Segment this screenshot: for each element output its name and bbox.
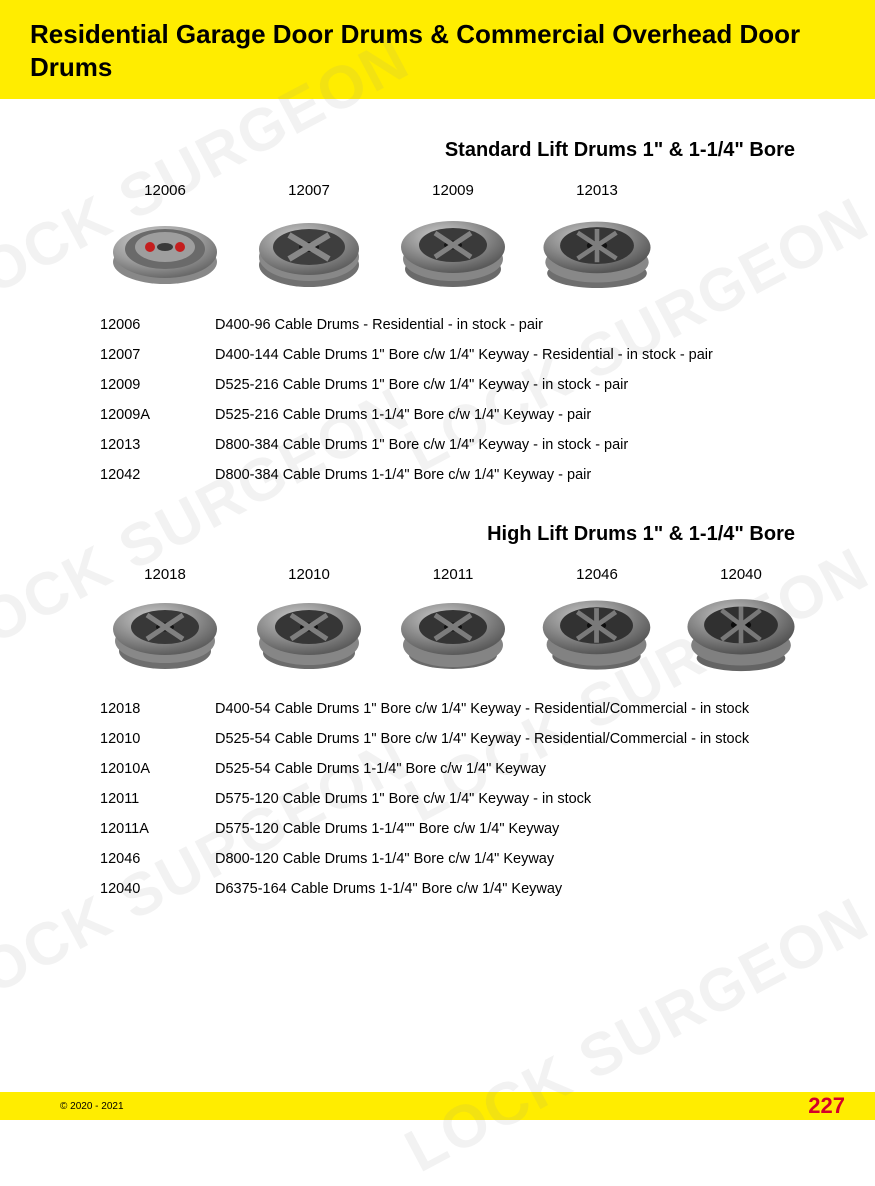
drum-image bbox=[249, 591, 369, 681]
spec-desc: D525-54 Cable Drums 1" Bore c/w 1/4" Key… bbox=[215, 731, 815, 747]
drum-image bbox=[249, 207, 369, 297]
spec-row: 12042D800-384 Cable Drums 1-1/4" Bore c/… bbox=[100, 467, 815, 483]
drum-code-label: 12040 bbox=[720, 566, 762, 583]
drum-code-label: 12011 bbox=[433, 566, 474, 583]
drum-item: 12010 bbox=[244, 566, 374, 681]
drum-code-label: 12009 bbox=[432, 182, 474, 199]
spec-row: 12011D575-120 Cable Drums 1" Bore c/w 1/… bbox=[100, 791, 815, 807]
drum-image-row-highlift: 12018 12010 bbox=[80, 566, 815, 681]
drum-code-label: 12010 bbox=[288, 566, 330, 583]
drum-item: 12011 bbox=[388, 566, 518, 681]
spec-desc: D400-54 Cable Drums 1" Bore c/w 1/4" Key… bbox=[215, 701, 815, 717]
spec-row: 12013D800-384 Cable Drums 1" Bore c/w 1/… bbox=[100, 437, 815, 453]
content-area: Standard Lift Drums 1" & 1-1/4" Bore 120… bbox=[0, 99, 875, 897]
drum-item: 12040 bbox=[676, 566, 806, 681]
spec-code: 12011A bbox=[100, 821, 215, 837]
spec-row: 12006D400-96 Cable Drums - Residential -… bbox=[100, 317, 815, 333]
watermark: LOCK SURGEON bbox=[394, 883, 875, 1185]
spec-code: 12006 bbox=[100, 317, 215, 333]
spec-row: 12011AD575-120 Cable Drums 1-1/4"" Bore … bbox=[100, 821, 815, 837]
drum-code-label: 12007 bbox=[288, 182, 330, 199]
drum-code-label: 12046 bbox=[576, 566, 618, 583]
section-title-standard: Standard Lift Drums 1" & 1-1/4" Bore bbox=[80, 139, 815, 162]
drum-image-row-standard: 12006 12007 bbox=[80, 182, 815, 297]
spec-code: 12010A bbox=[100, 761, 215, 777]
spec-desc: D800-384 Cable Drums 1-1/4" Bore c/w 1/4… bbox=[215, 467, 815, 483]
drum-item: 12018 bbox=[100, 566, 230, 681]
drum-image bbox=[681, 591, 801, 681]
spec-table-standard: 12006D400-96 Cable Drums - Residential -… bbox=[100, 317, 815, 483]
section-title-highlift: High Lift Drums 1" & 1-1/4" Bore bbox=[80, 523, 815, 546]
spec-desc: D800-120 Cable Drums 1-1/4" Bore c/w 1/4… bbox=[215, 851, 815, 867]
spec-desc: D6375-164 Cable Drums 1-1/4" Bore c/w 1/… bbox=[215, 881, 815, 897]
spec-table-highlift: 12018D400-54 Cable Drums 1" Bore c/w 1/4… bbox=[100, 701, 815, 897]
spec-code: 12007 bbox=[100, 347, 215, 363]
spec-code: 12046 bbox=[100, 851, 215, 867]
spec-code: 12010 bbox=[100, 731, 215, 747]
spec-desc: D525-216 Cable Drums 1-1/4" Bore c/w 1/4… bbox=[215, 407, 815, 423]
drum-image bbox=[105, 591, 225, 681]
spec-row: 12010AD525-54 Cable Drums 1-1/4" Bore c/… bbox=[100, 761, 815, 777]
drum-code-label: 12013 bbox=[576, 182, 618, 199]
spec-code: 12040 bbox=[100, 881, 215, 897]
drum-item: 12009 bbox=[388, 182, 518, 297]
spec-desc: D575-120 Cable Drums 1" Bore c/w 1/4" Ke… bbox=[215, 791, 815, 807]
spec-row: 12046D800-120 Cable Drums 1-1/4" Bore c/… bbox=[100, 851, 815, 867]
spec-row: 12007D400-144 Cable Drums 1" Bore c/w 1/… bbox=[100, 347, 815, 363]
spec-code: 12011 bbox=[100, 791, 215, 807]
spec-desc: D575-120 Cable Drums 1-1/4"" Bore c/w 1/… bbox=[215, 821, 815, 837]
spec-desc: D525-216 Cable Drums 1" Bore c/w 1/4" Ke… bbox=[215, 377, 815, 393]
spec-code: 12018 bbox=[100, 701, 215, 717]
drum-code-label: 12006 bbox=[144, 182, 186, 199]
page-title: Residential Garage Door Drums & Commerci… bbox=[30, 18, 845, 83]
page-number: 227 bbox=[808, 1093, 845, 1119]
spec-row: 12018D400-54 Cable Drums 1" Bore c/w 1/4… bbox=[100, 701, 815, 717]
spec-desc: D400-144 Cable Drums 1" Bore c/w 1/4" Ke… bbox=[215, 347, 815, 363]
spec-row: 12010D525-54 Cable Drums 1" Bore c/w 1/4… bbox=[100, 731, 815, 747]
drum-image bbox=[393, 591, 513, 681]
spec-desc: D400-96 Cable Drums - Residential - in s… bbox=[215, 317, 815, 333]
drum-image bbox=[537, 591, 657, 681]
drum-item: 12006 bbox=[100, 182, 230, 297]
drum-image bbox=[537, 207, 657, 297]
header-bar: Residential Garage Door Drums & Commerci… bbox=[0, 0, 875, 99]
spec-row: 12009D525-216 Cable Drums 1" Bore c/w 1/… bbox=[100, 377, 815, 393]
spec-code: 12013 bbox=[100, 437, 215, 453]
copyright-text: © 2020 - 2021 bbox=[60, 1101, 124, 1112]
drum-item: 12013 bbox=[532, 182, 662, 297]
spec-code: 12042 bbox=[100, 467, 215, 483]
spec-code: 12009 bbox=[100, 377, 215, 393]
drum-item: 12046 bbox=[532, 566, 662, 681]
spec-desc: D525-54 Cable Drums 1-1/4" Bore c/w 1/4"… bbox=[215, 761, 815, 777]
drum-image bbox=[105, 207, 225, 297]
drum-code-label: 12018 bbox=[144, 566, 186, 583]
drum-image bbox=[393, 207, 513, 297]
spec-row: 12040D6375-164 Cable Drums 1-1/4" Bore c… bbox=[100, 881, 815, 897]
drum-item: 12007 bbox=[244, 182, 374, 297]
spec-desc: D800-384 Cable Drums 1" Bore c/w 1/4" Ke… bbox=[215, 437, 815, 453]
spec-row: 12009AD525-216 Cable Drums 1-1/4" Bore c… bbox=[100, 407, 815, 423]
footer-bar: © 2020 - 2021 227 bbox=[0, 1092, 875, 1120]
spec-code: 12009A bbox=[100, 407, 215, 423]
